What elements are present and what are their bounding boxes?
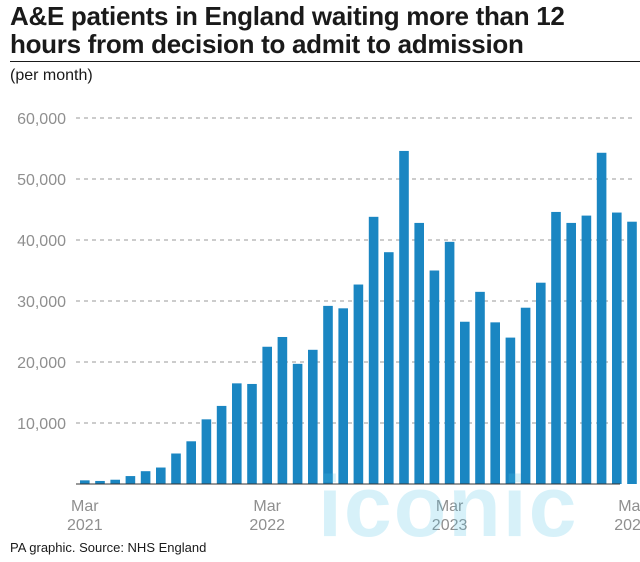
y-tick-label: 40,000 bbox=[17, 233, 66, 250]
bar: Dec 2021 bbox=[216, 405, 227, 484]
bar: Sep 2021 bbox=[171, 453, 181, 484]
bar: Feb 2024 bbox=[612, 212, 622, 485]
x-tick-year-label: 2023 bbox=[432, 517, 468, 534]
bar: Jan 2023 bbox=[414, 222, 424, 485]
bar: Feb 2023 bbox=[429, 270, 440, 484]
bar: Oct 2021 bbox=[186, 441, 196, 484]
bar: Nov 2022 bbox=[384, 252, 394, 484]
bar: Jul 2023 bbox=[505, 337, 516, 484]
bar: Jun 2023 bbox=[490, 322, 500, 484]
bar: Dec 2022 bbox=[399, 150, 409, 484]
bar: Mar 2022 bbox=[262, 346, 272, 484]
x-tick-year-label: 2022 bbox=[249, 517, 285, 534]
y-tick-label: 60,000 bbox=[17, 111, 66, 128]
bar: Apr 2023 bbox=[460, 321, 470, 484]
bar: Feb 2022 bbox=[247, 383, 257, 484]
x-tick-labels: Mar 2021 Mar 2022 Mar 2023 Mar 2024 bbox=[67, 498, 640, 534]
bar: Apr 2021 bbox=[95, 480, 105, 484]
bar: May 2021 bbox=[110, 479, 120, 484]
bar: Jan 2024 bbox=[596, 152, 607, 484]
x-tick-year-label: 2021 bbox=[67, 517, 103, 534]
bar: Nov 2021 bbox=[201, 419, 212, 484]
bar: Jun 2022 bbox=[308, 349, 318, 484]
bar: Dec 2023 bbox=[581, 215, 592, 484]
bar: Jan 2022 bbox=[232, 383, 242, 484]
x-tick-month-label: Mar bbox=[618, 498, 640, 515]
bar: Jul 2022 bbox=[323, 305, 333, 484]
x-tick-month-label: Mar bbox=[71, 498, 99, 515]
source-note: PA graphic. Source: NHS England bbox=[10, 540, 207, 555]
bar: Aug 2022 bbox=[338, 308, 348, 484]
x-tick-month-label: Mar bbox=[436, 498, 464, 515]
chart-title: A&E patients in England waiting more tha… bbox=[10, 1, 565, 59]
bar: Mar 2023 bbox=[444, 241, 455, 484]
y-axis-unit-label: (per month) bbox=[10, 67, 93, 84]
x-tick-year-label: 2024 bbox=[614, 517, 640, 534]
watermark-logo: iconic bbox=[318, 459, 579, 555]
bar: May 2022 bbox=[292, 363, 303, 484]
bar: Apr 2022 bbox=[277, 336, 288, 484]
bar: Mar 2021 bbox=[80, 480, 90, 484]
bar: Nov 2023 bbox=[566, 222, 576, 485]
bar: Aug 2023 bbox=[520, 307, 531, 484]
bar: May 2023 bbox=[475, 291, 485, 484]
y-tick-label: 50,000 bbox=[17, 172, 66, 189]
x-tick-month-label: Mar bbox=[253, 498, 281, 515]
y-tick-labels: 10,000 20,000 30,000 40,000 50,000 60,000 bbox=[17, 111, 66, 433]
y-tick-label: 20,000 bbox=[17, 355, 66, 372]
bar: Sep 2022 bbox=[353, 284, 364, 484]
bar: Sep 2023 bbox=[536, 282, 546, 484]
bar: Mar 2024 bbox=[627, 221, 637, 484]
y-tick-label: 10,000 bbox=[17, 416, 66, 433]
bar: Jul 2021 bbox=[140, 471, 151, 484]
bar: Jun 2021 bbox=[125, 476, 136, 484]
bar: Oct 2022 bbox=[368, 216, 379, 484]
bar: Oct 2023 bbox=[551, 211, 561, 484]
bars: Mar 2021 Apr 2021 May 2021 Jun 2021 Jul 2021… bbox=[80, 150, 637, 485]
y-tick-label: 30,000 bbox=[17, 294, 66, 311]
bar: Aug 2021 bbox=[156, 467, 166, 484]
title-rule bbox=[10, 61, 640, 62]
